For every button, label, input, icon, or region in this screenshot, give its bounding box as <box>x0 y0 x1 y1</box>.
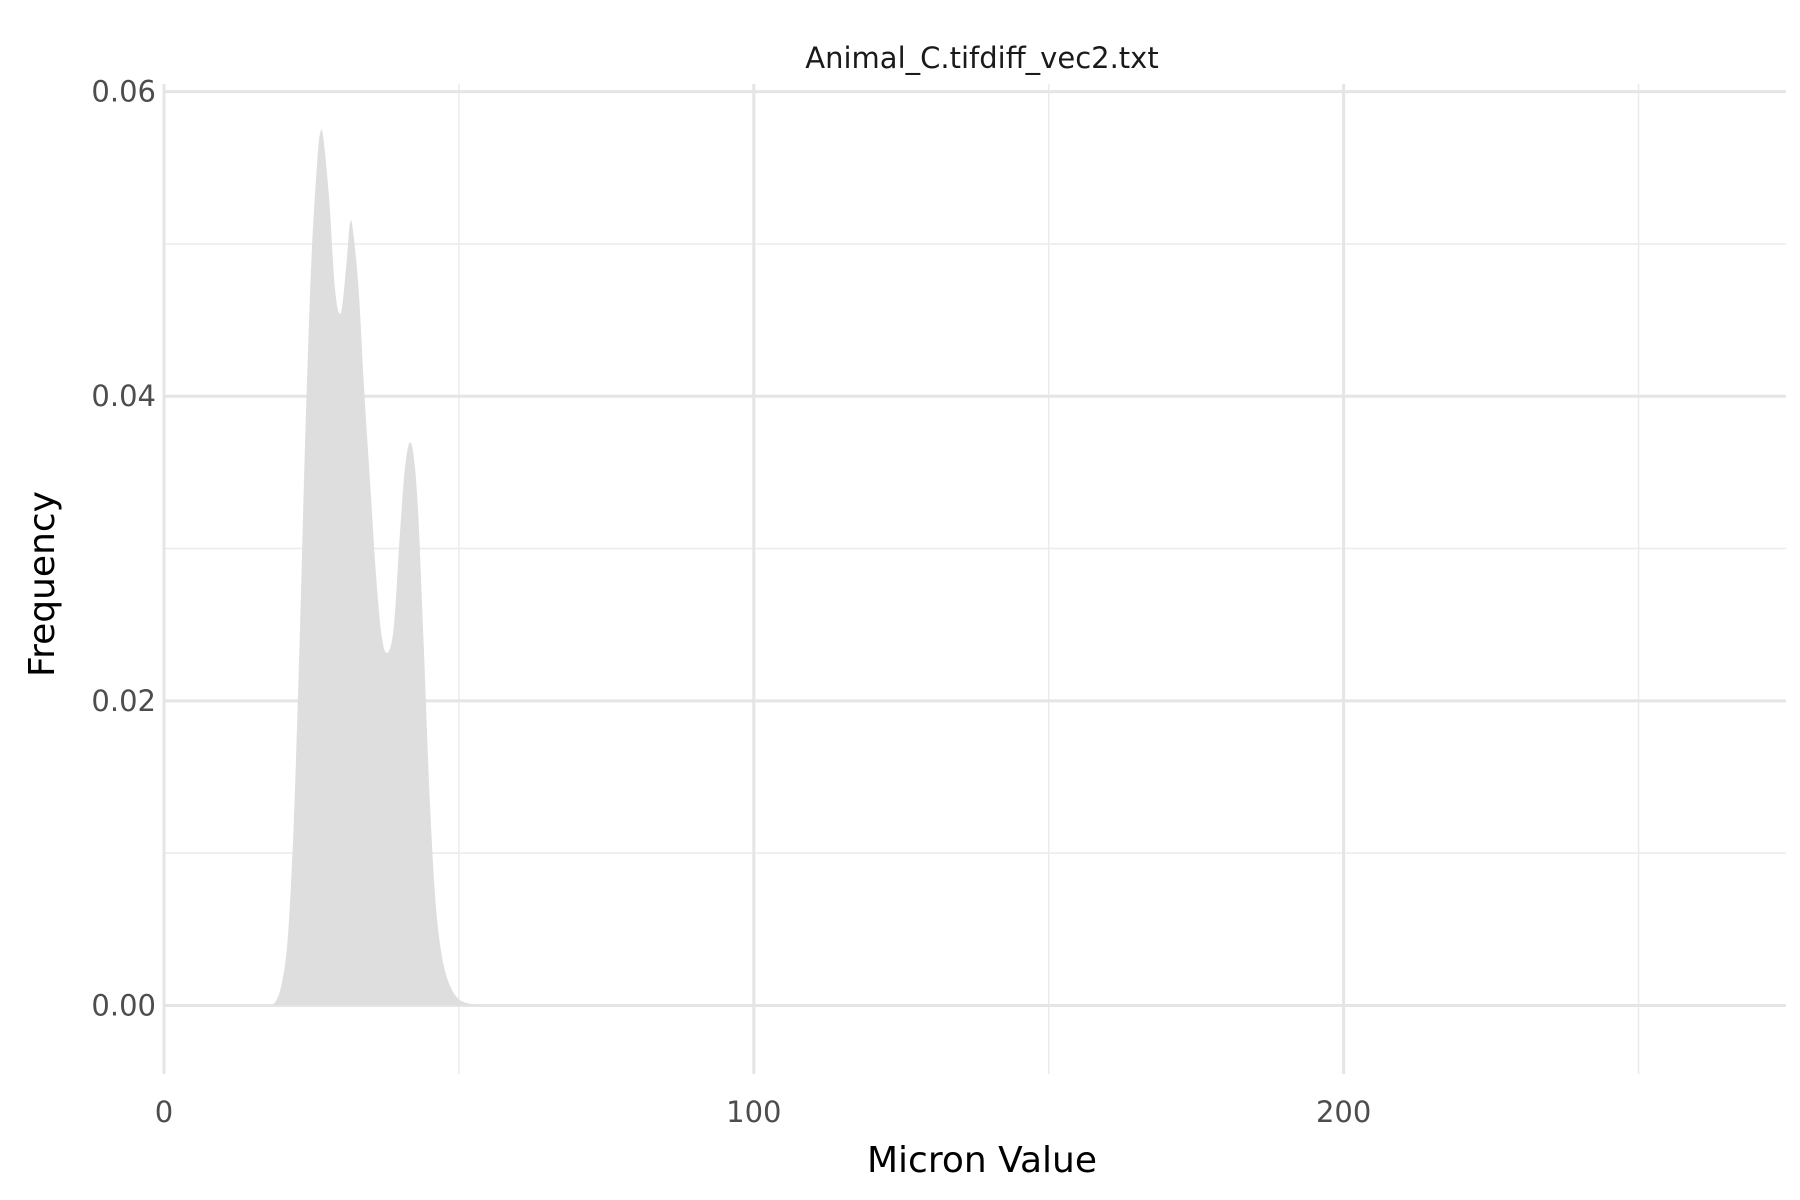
x-tick-label: 0 <box>155 1095 173 1129</box>
y-axis-tick-labels: 0.00 0.02 0.04 0.06 <box>91 75 156 1023</box>
x-axis-tick-labels: 0 100 200 <box>155 1095 1372 1129</box>
y-tick-label: 0.00 <box>91 988 156 1022</box>
y-tick-label: 0.04 <box>91 379 156 413</box>
major-gridlines <box>162 84 1786 1074</box>
density-area <box>270 129 483 1006</box>
y-tick-label: 0.06 <box>91 75 156 109</box>
x-tick-label: 100 <box>726 1095 781 1129</box>
x-tick-label: 200 <box>1316 1095 1371 1129</box>
y-tick-label: 0.02 <box>91 684 156 718</box>
x-axis-title: Micron Value <box>867 1140 1097 1181</box>
density-area-layer <box>270 129 483 1006</box>
chart-title: Animal_C.tifdiff_vec2.txt <box>805 41 1158 75</box>
y-axis-title: Frequency <box>22 491 63 677</box>
minor-gridlines <box>164 84 1786 1074</box>
